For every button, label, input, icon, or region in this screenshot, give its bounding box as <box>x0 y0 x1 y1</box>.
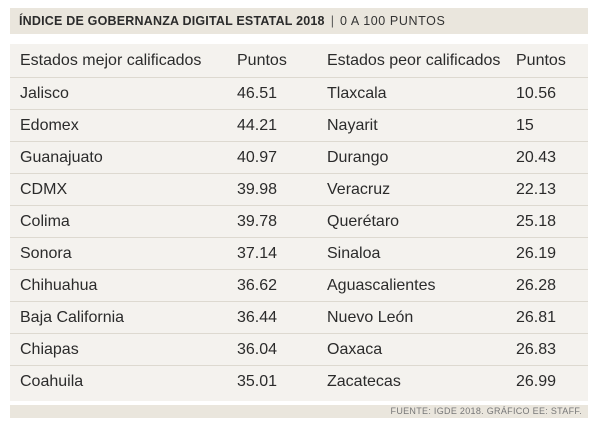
worst-points-cell: 26.83 <box>516 333 588 366</box>
best-state-cell: Baja California <box>10 301 237 334</box>
best-state-cell: Coahuila <box>20 372 84 390</box>
header-row: Estados mejor calificados Puntos Estados… <box>10 44 588 78</box>
table-row: Chiapas 36.04 Oaxaca 26.83 <box>10 333 588 366</box>
worst-points-cell: 15 <box>516 109 588 142</box>
best-state-cell: Sonora <box>10 237 237 270</box>
worst-state-cell: Veracruz <box>327 173 516 206</box>
worst-points-cell: 26.28 <box>516 269 588 302</box>
worst-state-cell: Nuevo León <box>327 301 516 334</box>
worst-points-cell: 20.43 <box>516 141 588 174</box>
table-body: Jalisco 46.51 Tlaxcala 10.56 Edomex 44.21 Naya… <box>10 77 588 398</box>
table-row: Chihuahua 36.62 Aguascalientes 26.28 <box>10 269 588 302</box>
worst-points-cell: 25.18 <box>516 205 588 238</box>
title-bar: ÍNDICE DE GOBERNANZA DIGITAL ESTATAL 201… <box>10 8 588 34</box>
worst-state-cell: Oaxaca <box>327 333 516 366</box>
source-footer: FUENTE: IGDE 2018. GRÁFICO EE: STAFF. <box>10 405 588 418</box>
chart-subtitle: 0 A 100 PUNTOS <box>339 14 446 28</box>
worst-points-cell: 10.56 <box>516 77 588 110</box>
table-row: Colima 39.78 Querétaro 25.18 <box>10 205 588 238</box>
best-points-cell: 46.51 <box>237 77 327 110</box>
table-panel: Estados mejor calificados Puntos Estados… <box>10 44 588 401</box>
best-points-cell: 39.78 <box>237 205 327 238</box>
best-points-cell: 36.04 <box>237 333 327 366</box>
best-points-cell: 35.01 <box>237 372 278 390</box>
worst-points-cell: 26.99 <box>516 372 557 390</box>
chart-title: ÍNDICE DE GOBERNANZA DIGITAL ESTATAL 201… <box>19 14 325 28</box>
column-header-worst-points: Puntos <box>516 44 588 78</box>
table-row: Jalisco 46.51 Tlaxcala 10.56 <box>10 77 588 110</box>
title-separator: | <box>330 14 334 28</box>
worst-points-cell: 26.81 <box>516 301 588 334</box>
best-state-cell: Chiapas <box>10 333 237 366</box>
best-state-cell: Jalisco <box>10 77 237 110</box>
worst-points-cell: 22.13 <box>516 173 588 206</box>
table-row: Coahuila 35.01 Zacatecas 26.99 <box>10 366 588 398</box>
worst-state-cell: Tlaxcala <box>327 77 516 110</box>
worst-state-cell: Sinaloa <box>327 237 516 270</box>
table-row: CDMX 39.98 Veracruz 22.13 <box>10 173 588 206</box>
best-points-cell: 39.98 <box>237 173 327 206</box>
best-points-cell: 37.14 <box>237 237 327 270</box>
source-note: FUENTE: IGDE 2018. GRÁFICO EE: STAFF. <box>390 406 582 416</box>
worst-points-cell: 26.19 <box>516 237 588 270</box>
worst-state-cell: Querétaro <box>327 205 516 238</box>
best-points-cell: 40.97 <box>237 141 327 174</box>
column-header-worst-states: Estados peor calificados <box>327 44 516 78</box>
worst-state-cell: Aguascalientes <box>327 269 516 302</box>
best-state-cell: Chihuahua <box>10 269 237 302</box>
best-points-cell: 36.62 <box>237 269 327 302</box>
ranking-table: Estados mejor calificados Puntos Estados… <box>10 44 588 397</box>
table-row: Baja California 36.44 Nuevo León 26.81 <box>10 301 588 334</box>
table-row: Sonora 37.14 Sinaloa 26.19 <box>10 237 588 270</box>
column-header-best-states: Estados mejor calificados <box>10 44 237 78</box>
best-state-cell: CDMX <box>10 173 237 206</box>
best-state-cell: Colima <box>10 205 237 238</box>
worst-state-cell: Durango <box>327 141 516 174</box>
table-row: Guanajuato 40.97 Durango 20.43 <box>10 141 588 174</box>
column-header-best-points: Puntos <box>237 44 327 78</box>
best-points-cell: 36.44 <box>237 301 327 334</box>
worst-state-cell: Zacatecas <box>327 372 401 390</box>
best-state-cell: Guanajuato <box>10 141 237 174</box>
best-points-cell: 44.21 <box>237 109 327 142</box>
best-state-cell: Edomex <box>10 109 237 142</box>
worst-state-cell: Nayarit <box>327 109 516 142</box>
table-row: Edomex 44.21 Nayarit 15 <box>10 109 588 142</box>
